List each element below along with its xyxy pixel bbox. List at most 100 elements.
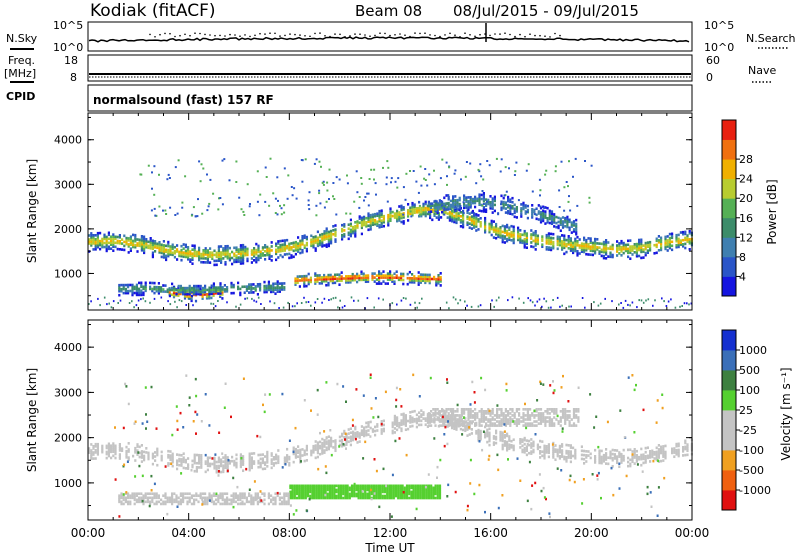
velocity-cell [495,431,498,435]
velocity-cell [349,431,352,435]
noise-search-dot [249,35,251,38]
power-cell [558,237,561,241]
power-cell [199,290,202,294]
velocity-cell [381,488,384,492]
power-cell [193,250,196,254]
power-cell [476,197,479,201]
power-cell [569,241,572,244]
power-cell [443,196,446,200]
velocity-cell [419,488,422,492]
velocity-cell [633,452,636,455]
power-cell [371,272,374,275]
power-cell [210,286,213,290]
velocity-cell [335,488,338,492]
power-cell [153,281,156,285]
power-cell [635,242,638,246]
power-cell [182,286,185,290]
power-cell [297,246,300,249]
power-cell [455,207,458,211]
power-cell [624,299,627,302]
power-cell [421,297,423,300]
power-cell [411,273,414,276]
power-cell [165,244,168,248]
velocity-cell [583,453,586,457]
velocity-cell [464,427,467,430]
velocity-cell [536,443,539,447]
power-cell [566,219,569,223]
power-cell [561,220,565,223]
power-cell [512,235,515,239]
velocity-cell [335,484,338,488]
velocity-cell [198,466,201,469]
power-cell [570,231,573,234]
velocity-cell [252,502,255,506]
power-cell [529,299,532,302]
power-cell [136,250,139,253]
power-cell [315,204,318,207]
power-cell [96,239,99,243]
power-cell [221,203,224,206]
power-cell [479,217,482,220]
power-cell [320,276,323,279]
power-cell [334,277,337,281]
velocity-cell [383,486,387,490]
velocity-cell [248,460,251,464]
power-cell [633,247,636,250]
power-cell [314,274,317,277]
velocity-cell [129,496,132,500]
velocity-cell [377,496,380,500]
power-cell [640,238,643,242]
power-cell [360,177,363,179]
velocity-cell [221,502,224,506]
power-cell [327,230,330,234]
velocity-cell [348,486,351,490]
power-cell [350,296,353,299]
velocity-cell [359,486,362,490]
velocity-cell [381,496,384,500]
colorbar-tick-label: 8 [739,251,746,264]
velocity-cell [467,410,470,413]
velocity-cell [283,494,286,498]
power-cell [114,235,117,239]
power-cell [131,293,134,297]
power-cell [255,252,258,256]
velocity-cell [316,445,319,449]
power-cell [437,212,440,215]
power-cell [429,208,432,212]
power-cell [561,222,565,225]
velocity-cell [175,494,178,498]
power-cell [585,246,588,250]
power-cell [386,282,389,285]
velocity-cell [298,494,301,498]
power-cell [177,284,180,288]
velocity-cell [503,444,506,447]
velocity-cell [341,444,344,448]
velocity-cell [213,456,216,460]
power-cell [266,247,269,251]
power-cell [265,286,268,290]
power-cell [314,249,317,252]
power-cell [158,241,161,244]
power-cell [475,225,478,228]
power-cell [445,208,448,211]
power-cell [110,239,113,243]
velocity-cell [234,496,237,500]
velocity-cell [459,427,462,431]
velocity-cell [501,435,504,439]
power-cell [299,245,302,249]
power-cell [118,293,121,297]
power-cell [312,243,315,247]
power-cell [436,207,439,211]
power-cell [242,254,245,257]
velocity-cell [90,455,93,458]
velocity-cell [458,414,461,417]
power-cell [127,245,130,248]
velocity-cell [212,494,215,498]
velocity-cell [302,490,305,494]
power-cell [237,281,240,285]
velocity-cell [250,458,253,462]
velocity-cell [127,458,130,461]
velocity-cell [226,502,229,506]
power-cell [360,226,363,230]
power-cell [349,218,352,222]
